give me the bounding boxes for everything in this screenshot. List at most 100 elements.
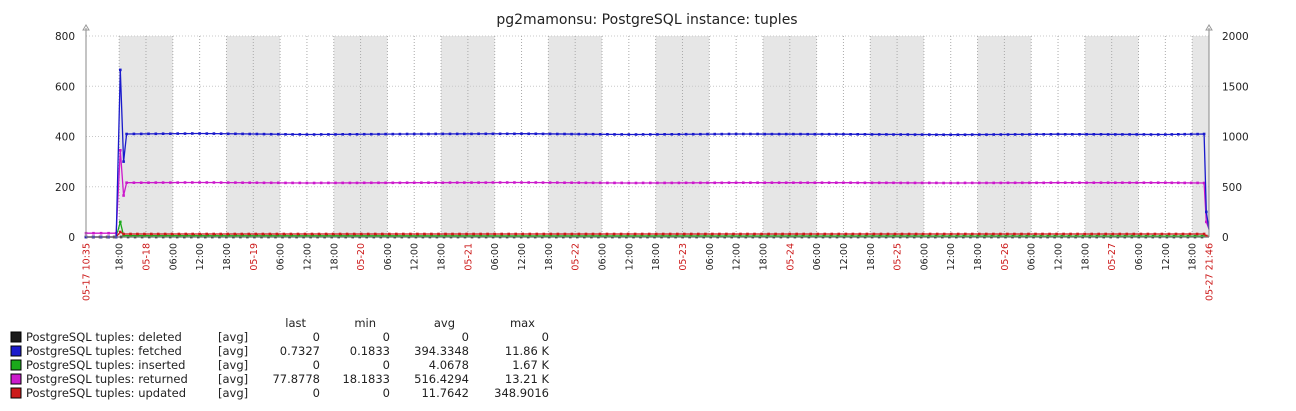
series-point bbox=[500, 232, 503, 236]
series-point bbox=[556, 234, 560, 238]
x-time-label: 12:00 bbox=[195, 243, 206, 270]
series-point bbox=[1128, 181, 1131, 184]
series-point bbox=[548, 132, 552, 136]
series-point bbox=[505, 181, 509, 184]
series-point bbox=[289, 232, 293, 236]
series-point bbox=[1039, 234, 1043, 238]
series-point bbox=[784, 132, 788, 136]
series-point bbox=[801, 234, 805, 238]
series-point bbox=[997, 234, 1001, 238]
legend-last-value: 77.8778 bbox=[272, 372, 320, 386]
series-point bbox=[163, 232, 167, 236]
x-start-label: 05-17 10:35 bbox=[82, 243, 93, 301]
series-point bbox=[234, 181, 237, 184]
legend-header-avg: avg bbox=[434, 316, 455, 330]
series-point bbox=[1013, 232, 1016, 236]
legend-max-value: 13.21 K bbox=[505, 372, 550, 386]
series-point bbox=[458, 234, 461, 238]
series-point bbox=[849, 133, 852, 136]
x-time-label: 06:00 bbox=[598, 243, 609, 270]
series-point bbox=[362, 132, 366, 136]
series-point bbox=[374, 234, 377, 238]
x-date-label: 05-21 bbox=[463, 243, 474, 271]
series-point bbox=[849, 181, 852, 184]
series-point bbox=[835, 132, 838, 136]
series-point bbox=[563, 132, 566, 136]
series-point bbox=[1132, 232, 1136, 236]
series-point bbox=[949, 133, 952, 136]
legend-min-value: 18.1833 bbox=[342, 372, 390, 386]
series-point bbox=[570, 234, 574, 238]
series-point bbox=[527, 181, 530, 184]
series-point bbox=[999, 133, 1003, 136]
series-point bbox=[1158, 234, 1162, 238]
series-point bbox=[535, 234, 539, 238]
series-point bbox=[150, 234, 153, 238]
series-point bbox=[541, 132, 545, 136]
series-point bbox=[1013, 133, 1017, 136]
series-point bbox=[941, 234, 945, 238]
series-point bbox=[963, 181, 967, 185]
series-point bbox=[1189, 181, 1193, 185]
series-point bbox=[752, 234, 756, 238]
series-point bbox=[491, 181, 495, 184]
series-point bbox=[935, 181, 938, 185]
series-point bbox=[606, 181, 609, 185]
series-point bbox=[892, 181, 895, 185]
x-date-label: 05-20 bbox=[356, 243, 367, 271]
y-right-tick-label: 2000 bbox=[1222, 31, 1249, 43]
series-point bbox=[1121, 181, 1124, 184]
series-point bbox=[682, 234, 686, 238]
series-point bbox=[759, 234, 763, 238]
series-point bbox=[549, 234, 553, 238]
x-date-label: 05-23 bbox=[678, 243, 689, 271]
series-point bbox=[900, 232, 904, 236]
series-point bbox=[139, 181, 143, 184]
series-point bbox=[691, 132, 695, 136]
series-point bbox=[956, 181, 960, 185]
series-point bbox=[291, 133, 294, 136]
legend-series-name: PostgreSQL tuples: returned bbox=[26, 372, 188, 386]
series-point bbox=[227, 234, 230, 238]
series-point bbox=[269, 132, 273, 136]
series-point bbox=[745, 234, 749, 238]
series-point bbox=[331, 232, 335, 236]
series-point bbox=[739, 232, 742, 236]
series-point bbox=[815, 234, 819, 238]
series-point bbox=[514, 232, 517, 236]
series-point bbox=[1177, 133, 1180, 136]
series-point bbox=[430, 232, 433, 236]
series-point bbox=[470, 132, 473, 136]
series-point bbox=[837, 232, 841, 236]
series-point bbox=[143, 234, 146, 238]
series-point bbox=[935, 133, 938, 136]
series-point bbox=[892, 133, 895, 136]
series-point bbox=[345, 232, 349, 236]
legend-header-last: last bbox=[285, 316, 306, 330]
series-point bbox=[521, 234, 525, 238]
series-point bbox=[275, 232, 279, 236]
series-point bbox=[970, 133, 974, 136]
series-point bbox=[317, 232, 321, 236]
legend-series-name: PostgreSQL tuples: updated bbox=[26, 386, 186, 400]
series-point bbox=[1085, 181, 1088, 184]
series-point bbox=[107, 231, 110, 235]
series-point bbox=[527, 132, 530, 136]
series-point bbox=[219, 181, 223, 184]
series-point bbox=[799, 132, 802, 136]
legend-min-value: 0 bbox=[383, 386, 390, 400]
series-point bbox=[1170, 181, 1174, 185]
series-point bbox=[899, 133, 902, 136]
series-point bbox=[1095, 234, 1099, 238]
series-point bbox=[899, 181, 902, 185]
series-point bbox=[1081, 234, 1085, 238]
series-point bbox=[675, 234, 679, 238]
series-point bbox=[319, 181, 323, 185]
series-point bbox=[367, 234, 370, 238]
series-point bbox=[505, 132, 509, 136]
series-point bbox=[942, 181, 945, 185]
series-point bbox=[1193, 234, 1197, 238]
series-point bbox=[703, 234, 707, 238]
series-point bbox=[176, 181, 179, 184]
series-point bbox=[1202, 132, 1206, 136]
